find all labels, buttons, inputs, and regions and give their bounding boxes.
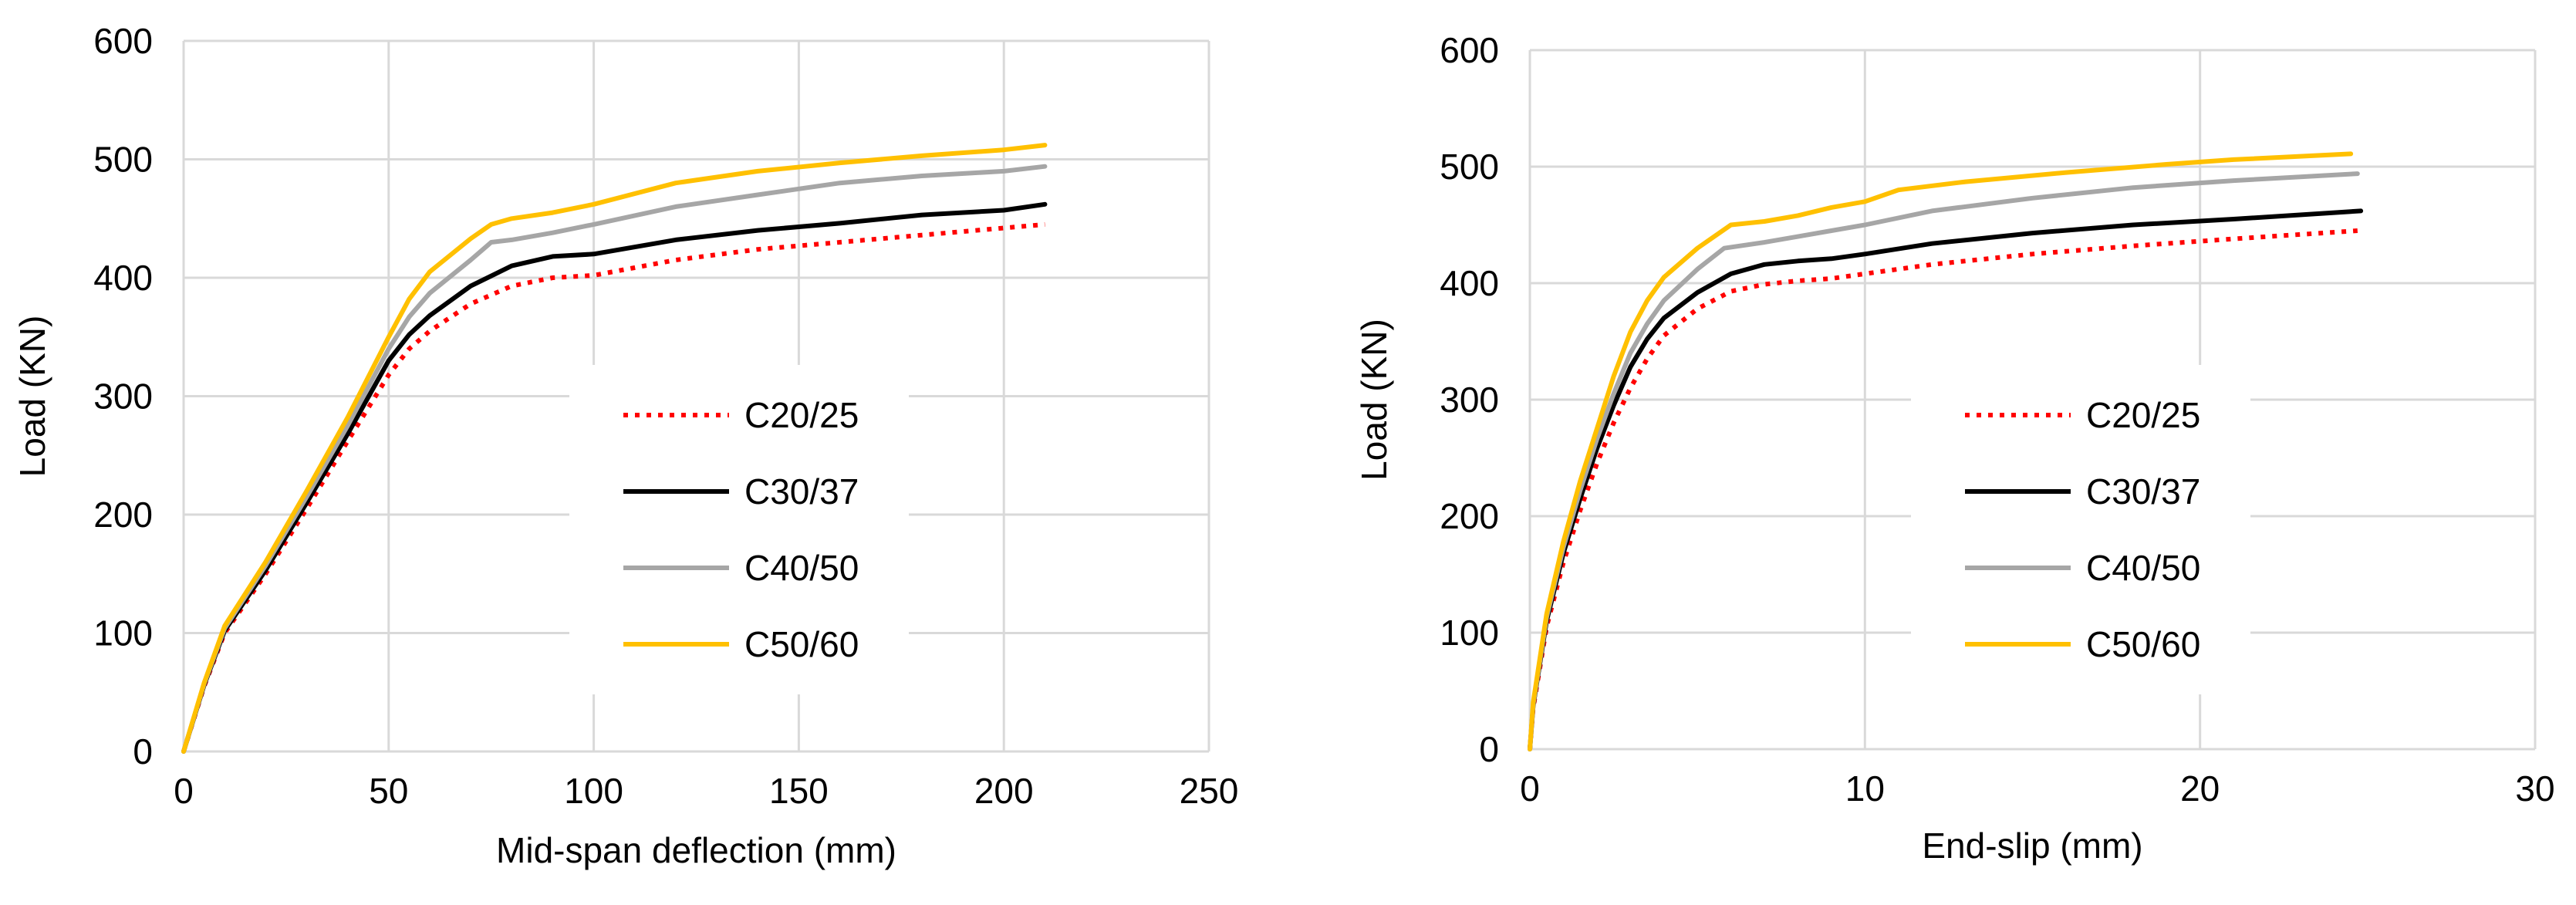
y-tick-label: 400 <box>93 258 153 298</box>
y-tick-label: 300 <box>93 377 153 417</box>
legend-label: C30/37 <box>2086 471 2200 512</box>
x-axis-title: Mid-span deflection (mm) <box>496 830 896 870</box>
y-tick-label: 500 <box>93 140 153 180</box>
legend-label: C20/25 <box>2086 395 2200 435</box>
legend: C20/25 C30/37 C40/50 C50/60 <box>569 365 909 694</box>
y-tick-label: 100 <box>1440 613 1499 653</box>
y-tick-label: 600 <box>1440 30 1499 70</box>
y-tick-label: 600 <box>93 21 153 61</box>
legend-label: C50/60 <box>2086 624 2200 664</box>
legend-label: C20/25 <box>744 395 859 435</box>
series-line-c50-60 <box>181 143 1048 754</box>
x-tick-label: 10 <box>1845 768 1885 809</box>
x-tick-label: 200 <box>974 771 1034 811</box>
y-tick-label: 500 <box>1440 147 1499 187</box>
y-tick-label: 0 <box>133 731 153 772</box>
legend-label: C40/50 <box>2086 548 2200 588</box>
x-axis-title: End-slip (mm) <box>1922 826 2142 866</box>
end-slip-chart: 0 100 200 300 400 500 600 0 10 20 30 End-slip (mm) L… <box>1354 30 2555 866</box>
x-tick-label: 100 <box>564 771 623 811</box>
x-tick-label: 0 <box>174 771 194 811</box>
y-tick-label: 100 <box>93 613 153 653</box>
y-axis-title: Load (KN) <box>12 316 52 478</box>
legend-label: C30/37 <box>744 471 859 512</box>
y-tick-label: 200 <box>1440 496 1499 536</box>
legend: C20/25 C30/37 C40/50 C50/60 <box>1911 365 2250 694</box>
series-line-c50-60 <box>1528 151 2354 751</box>
y-tick-label: 300 <box>1440 380 1499 420</box>
x-tick-label: 50 <box>369 771 408 811</box>
x-tick-label: 30 <box>2515 768 2554 809</box>
series-line-c20-25 <box>1528 228 2358 750</box>
x-tick-label: 0 <box>1520 768 1540 809</box>
deflection-chart: 0 100 200 300 400 500 600 0 50 100 150 200 250 Mid-sp… <box>12 21 1238 870</box>
y-axis-title: Load (KN) <box>1354 319 1394 481</box>
x-tick-label: 250 <box>1180 771 1239 811</box>
x-tick-label: 20 <box>2180 768 2220 809</box>
legend-label: C50/60 <box>744 624 859 664</box>
legend-label: C40/50 <box>744 548 859 588</box>
legend-background <box>1911 365 2250 694</box>
y-tick-label: 0 <box>1479 729 1499 769</box>
legend-background <box>569 365 909 694</box>
x-tick-label: 150 <box>769 771 829 811</box>
y-tick-label: 200 <box>93 495 153 535</box>
y-tick-label: 400 <box>1440 263 1499 303</box>
series-line-c30-37 <box>181 201 1048 754</box>
